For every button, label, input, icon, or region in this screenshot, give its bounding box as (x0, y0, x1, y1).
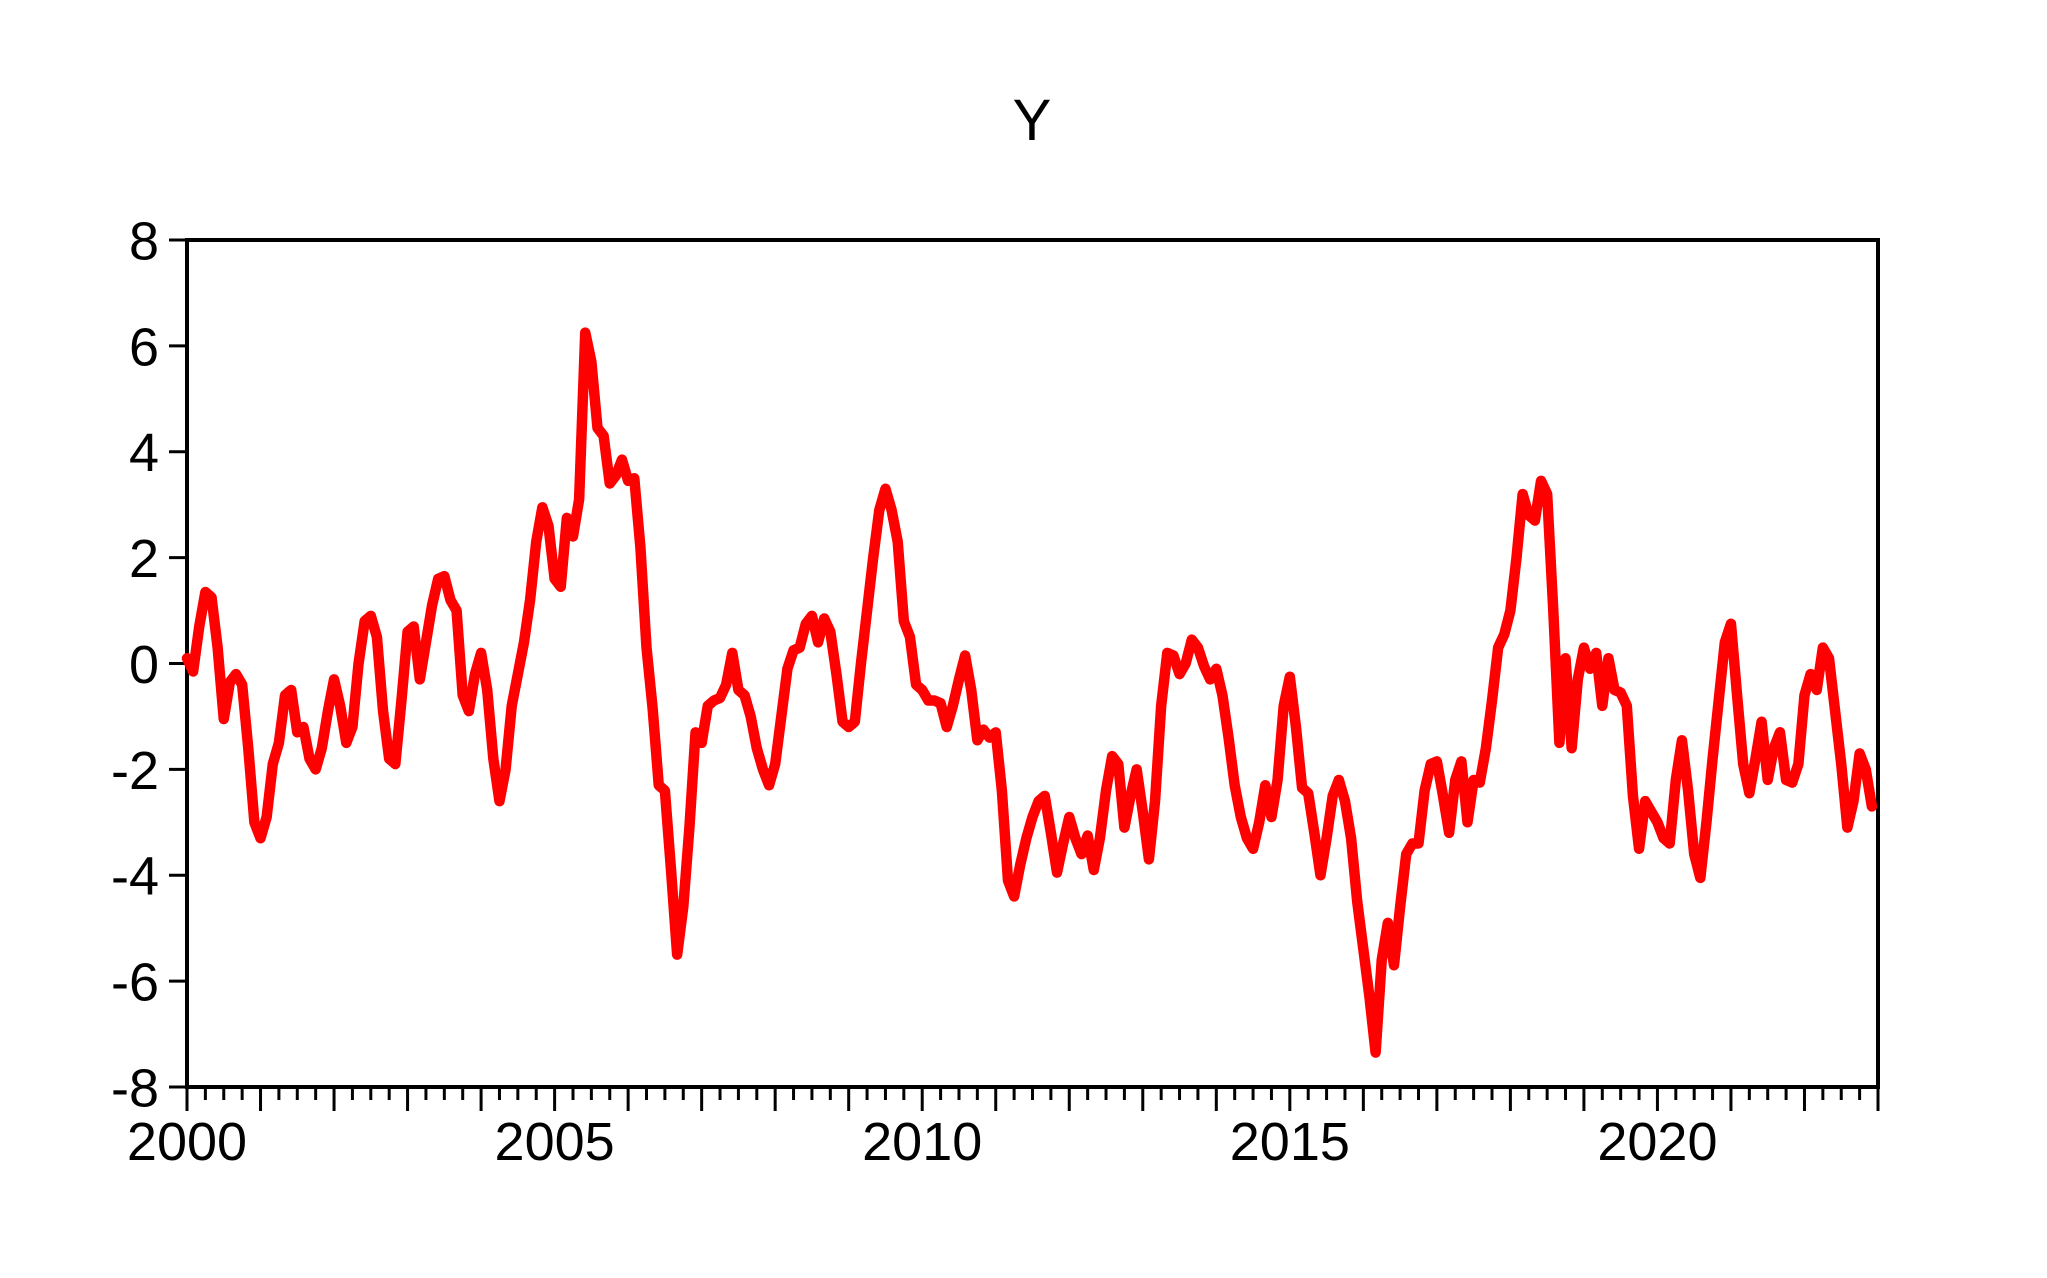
y-axis-tick-label: -4 (111, 847, 159, 907)
plot-frame (185, 238, 1880, 1089)
series-layer (181, 327, 1878, 1058)
x-axis-tick-label: 2000 (127, 1112, 247, 1172)
y-axis-tick-label: 4 (129, 423, 159, 483)
y-axis-tick-label: -2 (111, 741, 159, 801)
y-axis-tick-label: 0 (129, 635, 159, 695)
x-axis-tick-label: 2005 (495, 1112, 615, 1172)
y-axis-tick-label: 2 (129, 529, 159, 589)
y-axis-tick-label: 6 (129, 317, 159, 377)
data-line-y (181, 327, 1878, 1058)
chart-title: Y (1013, 88, 1052, 153)
y-axis-tick-label: 8 (129, 211, 159, 271)
y-axis-tick-label: -6 (111, 953, 159, 1013)
x-axis-tick-label: 2020 (1597, 1112, 1717, 1172)
x-axis-tick-label: 2010 (862, 1112, 982, 1172)
y-axis-tick-label: -8 (111, 1058, 159, 1118)
x-axis-tick-label: 2015 (1230, 1112, 1350, 1172)
